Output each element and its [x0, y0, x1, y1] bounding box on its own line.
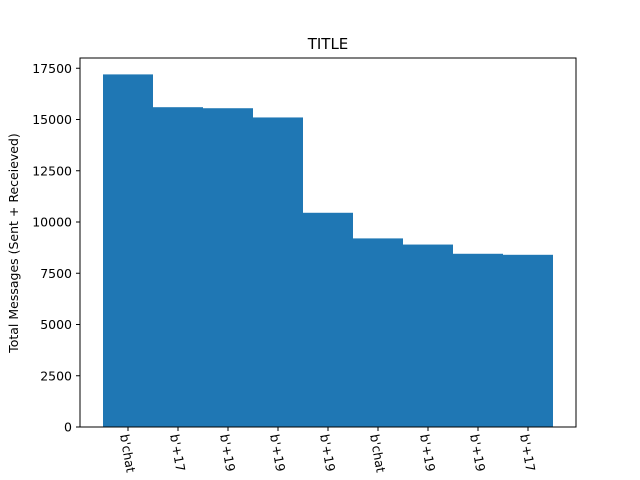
x-tick-label: b'+19	[217, 433, 238, 473]
bars-group	[103, 74, 553, 428]
y-tick-label: 17500	[32, 61, 72, 76]
y-tick-label: 12500	[32, 163, 72, 178]
bar	[503, 254, 553, 427]
bar	[403, 244, 453, 427]
x-tick-label: b'chat	[117, 433, 139, 474]
y-axis-ticks: 0 2500 5000 7500 10000 12500 15000 17500	[32, 61, 80, 435]
y-tick-label: 5000	[40, 317, 72, 332]
x-tick-label: b'+19	[467, 433, 488, 473]
bar	[453, 253, 503, 427]
bar	[303, 212, 353, 427]
bar	[253, 117, 303, 427]
bar	[153, 107, 203, 427]
y-tick-label: 7500	[40, 266, 72, 281]
x-tick-label: b'+17	[167, 433, 188, 473]
y-tick-label: 0	[64, 420, 72, 435]
x-tick-label: b'+19	[417, 433, 438, 473]
y-tick-label: 10000	[32, 215, 72, 230]
chart-title: TITLE	[307, 35, 349, 53]
y-tick-label: 2500	[40, 368, 72, 383]
bar	[103, 74, 153, 428]
x-axis-ticks: b'chat b'+17 b'+19 b'+19 b'+19 b'chat b'+19 b'+…	[117, 427, 538, 474]
x-tick-label: b'+19	[317, 433, 338, 473]
plot-area-frame	[79, 57, 577, 428]
x-tick-label: b'+19	[267, 433, 288, 473]
y-tick-label: 15000	[32, 112, 72, 127]
bar	[353, 238, 403, 427]
x-tick-label: b'chat	[367, 433, 389, 474]
bar	[203, 108, 253, 427]
x-tick-label: b'+17	[517, 433, 538, 473]
y-axis-label: Total Messages (Sent + Receieved)	[6, 133, 21, 354]
